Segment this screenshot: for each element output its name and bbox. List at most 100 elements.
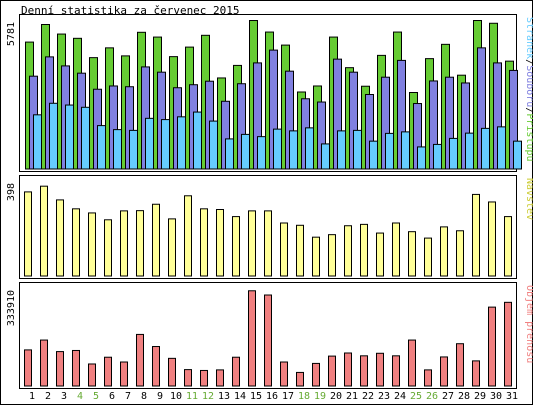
- bar-hits-Stránek-day-1: [33, 114, 42, 170]
- bar-traffic-Objem přenosu-day-29: [472, 360, 480, 387]
- bar-visits-Návštěv-day-10: [168, 218, 176, 277]
- bar-hits-Stránek-day-23: [385, 132, 394, 170]
- bar-visits-Návštěv-day-9: [152, 203, 160, 277]
- day-label-6: 6: [109, 391, 115, 402]
- bar-visits-Návštěv-day-27: [440, 226, 448, 277]
- bar-hits-Stránek-day-27: [449, 137, 458, 170]
- bar-visits-Návštěv-day-23: [376, 232, 384, 277]
- day-label-31: 31: [506, 391, 518, 402]
- bar-hits-Stránek-day-17: [289, 130, 298, 170]
- day-label-28: 28: [458, 391, 470, 402]
- bar-hits-Stránek-day-4: [81, 106, 90, 170]
- day-label-23: 23: [378, 391, 390, 402]
- bar-visits-Návštěv-day-22: [360, 223, 368, 277]
- ymax-label-visits: 398: [6, 183, 17, 201]
- bar-traffic-Objem přenosu-day-7: [120, 361, 128, 387]
- bar-hits-Stránek-day-16: [273, 128, 282, 170]
- day-label-12: 12: [202, 391, 214, 402]
- bar-hits-Stránek-day-8: [145, 117, 154, 170]
- bar-hits-Stránek-day-30: [497, 126, 506, 170]
- bar-hits-Stránek-day-31: [513, 140, 522, 170]
- chart-title: Denní statistika za červenec 2015: [21, 4, 240, 17]
- bar-visits-Návštěv-day-2: [40, 185, 48, 277]
- bar-visits-Návštěv-day-5: [88, 212, 96, 277]
- bar-visits-Návštěv-day-8: [136, 210, 144, 277]
- bar-visits-Návštěv-day-11: [184, 195, 192, 277]
- bar-traffic-Objem přenosu-day-16: [264, 294, 272, 387]
- legend-entry-Přístupů: Přístupů: [524, 113, 533, 161]
- ymax-label-traffic: 333910: [6, 290, 17, 326]
- bar-hits-Stránek-day-11: [193, 111, 202, 170]
- bar-visits-Návštěv-day-13: [216, 209, 224, 277]
- bar-hits-Stránek-day-9: [161, 119, 170, 170]
- bar-traffic-Objem přenosu-day-21: [344, 352, 352, 387]
- day-label-20: 20: [330, 391, 342, 402]
- day-label-11: 11: [186, 391, 198, 402]
- bar-traffic-Objem přenosu-day-10: [168, 357, 176, 387]
- day-label-14: 14: [234, 391, 246, 402]
- bar-hits-Stránek-day-29: [481, 127, 490, 170]
- bar-visits-Návštěv-day-1: [24, 191, 32, 277]
- panels: 5781Stránek/Souborů/Přístupů398Návštěv33…: [6, 14, 533, 389]
- bar-visits-Návštěv-day-12: [200, 208, 208, 277]
- bar-visits-Návštěv-day-4: [72, 208, 80, 277]
- bar-hits-Stránek-day-28: [465, 132, 474, 170]
- bar-hits-Stránek-day-19: [321, 143, 330, 170]
- bar-traffic-Objem přenosu-day-23: [376, 352, 384, 387]
- bar-hits-Stránek-day-24: [401, 131, 410, 170]
- bar-traffic-Objem přenosu-day-8: [136, 333, 144, 387]
- day-label-25: 25: [410, 391, 422, 402]
- bar-visits-Návštěv-day-29: [472, 193, 480, 277]
- day-label-21: 21: [346, 391, 358, 402]
- bar-visits-Návštěv-day-24: [392, 222, 400, 277]
- bar-hits-Stránek-day-5: [97, 125, 106, 170]
- day-label-26: 26: [426, 391, 438, 402]
- bar-visits-Návštěv-day-30: [488, 201, 496, 277]
- bar-traffic-Objem přenosu-day-1: [24, 349, 32, 387]
- day-label-16: 16: [266, 391, 278, 402]
- legend-entry-Stránek: Stránek: [524, 17, 533, 59]
- bar-traffic-Objem přenosu-day-28: [456, 343, 464, 387]
- bar-visits-Návštěv-day-26: [424, 237, 432, 277]
- bar-visits-Návštěv-day-3: [56, 199, 64, 277]
- bar-traffic-Objem přenosu-day-26: [424, 369, 432, 387]
- bar-hits-Stránek-day-26: [433, 143, 442, 170]
- day-label-5: 5: [93, 391, 99, 402]
- bar-hits-Stránek-day-14: [241, 133, 250, 170]
- bar-traffic-Objem přenosu-day-14: [232, 356, 240, 387]
- day-label-2: 2: [45, 391, 51, 402]
- bar-hits-Stránek-day-7: [129, 129, 138, 170]
- day-label-13: 13: [218, 391, 230, 402]
- bar-traffic-Objem přenosu-day-22: [360, 355, 368, 387]
- bar-traffic-Objem přenosu-day-3: [56, 351, 64, 387]
- bar-traffic-Objem přenosu-day-4: [72, 349, 80, 387]
- legend-hits: Stránek/Souborů/Přístupů: [524, 17, 533, 162]
- bar-visits-Návštěv-day-6: [104, 219, 112, 277]
- bar-traffic-Objem přenosu-day-13: [216, 369, 224, 387]
- day-label-3: 3: [61, 391, 67, 402]
- legend-separator: /: [524, 59, 533, 65]
- day-label-1: 1: [29, 391, 35, 402]
- legend-separator: /: [524, 107, 533, 113]
- bar-visits-Návštěv-day-18: [296, 224, 304, 277]
- bar-hits-Stránek-day-22: [369, 140, 378, 170]
- legend-entry-traffic: Objem přenosu: [524, 285, 533, 363]
- bar-visits-Návštěv-day-7: [120, 210, 128, 277]
- bar-visits-Návštěv-day-17: [280, 222, 288, 277]
- day-label-19: 19: [314, 391, 326, 402]
- bar-traffic-Objem přenosu-day-12: [200, 369, 208, 387]
- legend-visits: Návštěv: [524, 178, 533, 220]
- bar-visits-Návštěv-day-25: [408, 231, 416, 277]
- bar-traffic-Objem přenosu-day-6: [104, 356, 112, 387]
- panel-visits: 398 Návštěv: [6, 175, 533, 279]
- bar-traffic-Objem přenosu-day-17: [280, 361, 288, 387]
- bar-traffic-Objem přenosu-day-9: [152, 346, 160, 387]
- bar-hits-Stránek-day-18: [305, 127, 314, 170]
- bar-traffic-Objem přenosu-day-15: [248, 290, 256, 387]
- day-label-29: 29: [474, 391, 486, 402]
- bar-hits-Stránek-day-3: [65, 104, 74, 170]
- legend-traffic: Objem přenosu: [524, 285, 533, 363]
- bar-hits-Stránek-day-13: [225, 138, 234, 170]
- bar-traffic-Objem přenosu-day-24: [392, 355, 400, 387]
